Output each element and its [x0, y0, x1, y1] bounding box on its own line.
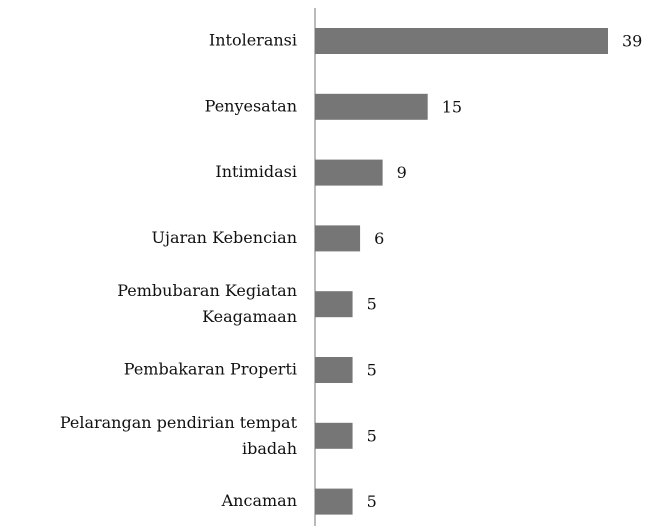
- bar: [315, 93, 428, 120]
- value-label: 5: [367, 492, 377, 511]
- category-label: Pembakaran Properti: [124, 360, 297, 379]
- bar: [315, 225, 361, 252]
- category-label: Ancaman: [221, 491, 297, 510]
- value-label: 5: [367, 295, 377, 314]
- value-label: 6: [374, 229, 384, 248]
- bar: [315, 291, 353, 318]
- value-label: 5: [367, 426, 377, 445]
- value-label: 9: [397, 163, 407, 182]
- category-label: Pembubaran Kegiatan Keagamaan: [117, 281, 297, 326]
- bar: [315, 357, 353, 383]
- value-label: 15: [442, 97, 462, 116]
- value-label: 5: [367, 361, 377, 380]
- category-label: Pelarangan pendirian tempat ibadah: [60, 412, 298, 457]
- bar: [315, 159, 383, 186]
- category-label: Intimidasi: [215, 162, 297, 181]
- bar: [315, 488, 353, 515]
- bar: [315, 28, 608, 54]
- category-label: Intoleransi: [209, 31, 297, 50]
- value-label: 39: [622, 32, 642, 51]
- category-label: Ujaran Kebencian: [152, 228, 298, 247]
- category-label: Penyesatan: [205, 96, 297, 115]
- bar: [315, 422, 353, 449]
